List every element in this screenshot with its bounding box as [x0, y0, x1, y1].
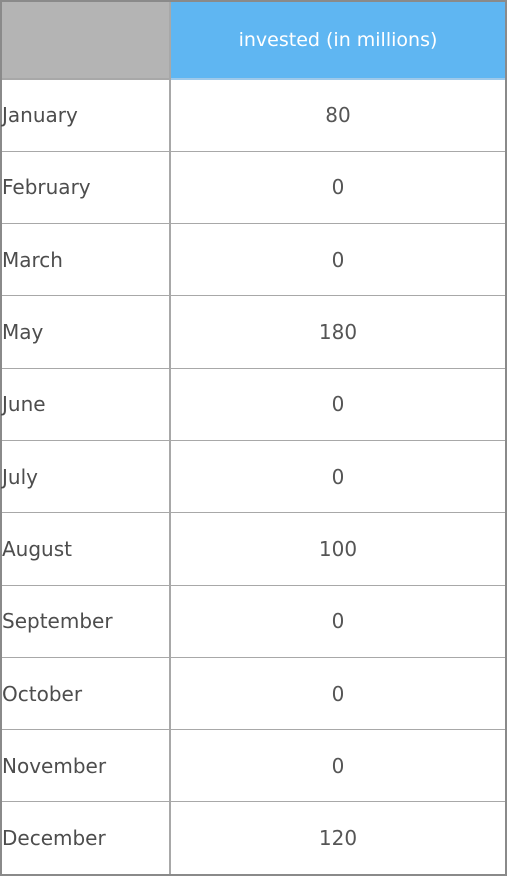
table-row: March 0 [2, 223, 505, 297]
invested-value: 100 [170, 512, 505, 586]
month-label: May [2, 295, 171, 369]
table-row: July 0 [2, 440, 505, 514]
invested-value: 80 [170, 79, 505, 152]
invested-value: 0 [170, 585, 505, 658]
invested-value: 0 [170, 729, 505, 803]
header-row: invested (in millions) [2, 2, 505, 80]
corner-cell [2, 2, 171, 80]
month-label: July [2, 440, 171, 514]
month-label: February [2, 151, 171, 225]
table-row: October 0 [2, 657, 505, 731]
table-row: February 0 [2, 151, 505, 225]
month-label: January [2, 79, 171, 152]
invested-value: 0 [170, 440, 505, 514]
table-row: August 100 [2, 512, 505, 586]
table-row: May 180 [2, 295, 505, 369]
month-label: August [2, 512, 171, 586]
invested-value: 0 [170, 657, 505, 731]
month-label: October [2, 657, 171, 731]
invested-value: 120 [318, 826, 358, 851]
table-body: January 80 February 0 March 0 May 180 June 0 July 0… [2, 79, 505, 875]
invested-value: 0 [170, 223, 505, 297]
invested-value: 180 [170, 295, 505, 369]
month-label: December [2, 801, 171, 875]
column-header-invested: invested (in millions) [170, 2, 505, 80]
month-label: November [2, 729, 171, 803]
invested-value: 0 [170, 368, 505, 441]
month-label: March [2, 223, 171, 297]
month-label: September [2, 585, 171, 658]
table-row: November 0 [2, 729, 505, 803]
table-row: January 80 [2, 79, 505, 152]
month-label: June [2, 368, 171, 441]
invested-value: 0 [170, 151, 505, 225]
table-row: September 0 [2, 585, 505, 658]
table-row: June 0 [2, 368, 505, 441]
table-row: December 120 [2, 801, 505, 875]
